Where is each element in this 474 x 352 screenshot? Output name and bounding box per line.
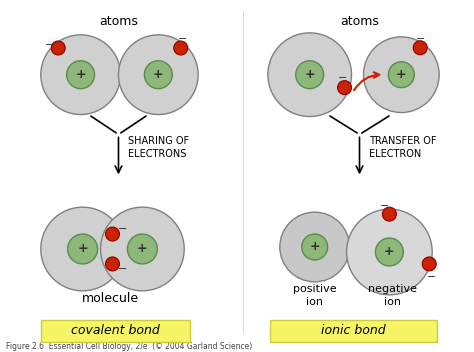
Text: −: − xyxy=(118,224,127,234)
Circle shape xyxy=(280,212,349,282)
Circle shape xyxy=(118,35,198,114)
Text: −: − xyxy=(178,34,187,44)
Text: −: − xyxy=(45,40,55,50)
Circle shape xyxy=(67,61,95,89)
Circle shape xyxy=(51,41,65,55)
Text: −: − xyxy=(118,264,127,274)
Circle shape xyxy=(422,257,436,271)
Circle shape xyxy=(296,61,324,89)
Circle shape xyxy=(174,41,188,55)
Circle shape xyxy=(383,207,396,221)
Circle shape xyxy=(106,257,119,271)
Circle shape xyxy=(302,234,328,260)
Circle shape xyxy=(337,81,352,95)
Text: ionic bond: ionic bond xyxy=(321,324,386,337)
Circle shape xyxy=(128,234,157,264)
Text: −: − xyxy=(416,34,426,44)
Text: negative
ion: negative ion xyxy=(368,284,417,307)
Text: +: + xyxy=(384,245,395,258)
FancyArrowPatch shape xyxy=(354,72,379,90)
Text: +: + xyxy=(137,243,148,256)
Text: positive
ion: positive ion xyxy=(293,284,337,307)
Circle shape xyxy=(68,234,98,264)
Circle shape xyxy=(145,61,172,89)
Text: atoms: atoms xyxy=(340,15,379,29)
Text: atoms: atoms xyxy=(99,15,138,29)
Circle shape xyxy=(364,37,439,113)
Circle shape xyxy=(413,41,427,55)
Circle shape xyxy=(375,238,403,266)
Circle shape xyxy=(41,207,125,291)
Circle shape xyxy=(106,227,119,241)
Circle shape xyxy=(100,207,184,291)
Text: +: + xyxy=(304,68,315,81)
Text: −: − xyxy=(380,201,390,211)
Text: +: + xyxy=(396,68,407,81)
FancyBboxPatch shape xyxy=(270,320,437,342)
Text: +: + xyxy=(310,240,320,253)
Text: SHARING OF
ELECTRONS: SHARING OF ELECTRONS xyxy=(128,136,190,159)
Text: +: + xyxy=(153,68,164,81)
Text: +: + xyxy=(75,68,86,81)
Circle shape xyxy=(346,209,432,295)
Text: covalent bond: covalent bond xyxy=(71,324,160,337)
Text: Figure 2.6  Essential Cell Biology, 2/e. (© 2004 Garland Science): Figure 2.6 Essential Cell Biology, 2/e. … xyxy=(6,342,252,351)
Circle shape xyxy=(388,62,414,88)
FancyBboxPatch shape xyxy=(41,320,190,342)
Text: −: − xyxy=(338,73,347,83)
Text: TRANSFER OF
ELECTRON: TRANSFER OF ELECTRON xyxy=(369,136,437,159)
Circle shape xyxy=(268,33,352,117)
Text: molecule: molecule xyxy=(82,292,139,305)
Text: +: + xyxy=(77,243,88,256)
Circle shape xyxy=(41,35,120,114)
Text: −: − xyxy=(427,272,436,282)
